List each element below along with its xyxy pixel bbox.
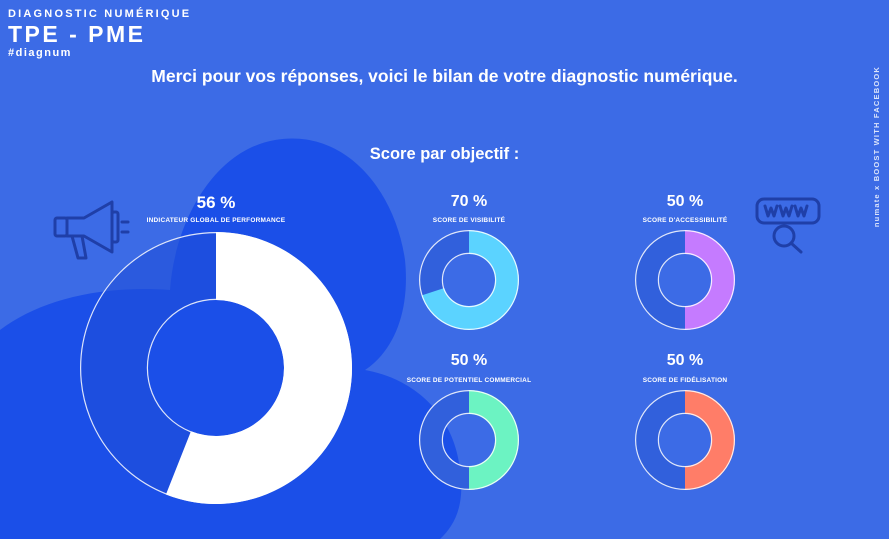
visibilite-caption: SCORE DE VISIBILITÉ — [432, 217, 506, 224]
accessibilite-outer-outline — [634, 229, 736, 331]
potentiel-outer-outline — [418, 389, 520, 491]
accessibilite-caption: SCORE D'ACCESSIBILITÉ — [642, 217, 728, 224]
intro-text: Merci pour vos réponses, voici le bilan … — [151, 66, 738, 86]
brand-kicker: DIAGNOSTIC NUMÉRIQUE — [8, 8, 192, 20]
score-subheading: Score par objectif : — [369, 145, 520, 163]
global-inner-outline — [146, 298, 286, 438]
global-percent: 56 % — [196, 193, 236, 212]
megaphone-icon — [53, 200, 130, 260]
fidelisation-caption: SCORE DE FIDÉLISATION — [642, 377, 728, 384]
potentiel-percent: 50 % — [450, 352, 488, 369]
potentiel-inner-outline — [441, 412, 497, 468]
fidelisation-inner-outline — [657, 412, 713, 468]
potentiel-donut — [418, 389, 520, 491]
visibilite-value-slice — [421, 230, 519, 330]
side-credit: numate x BOOST WITH FACEBOOK — [872, 66, 881, 228]
global-outer-outline — [80, 232, 352, 504]
fidelisation-percent: 50 % — [666, 352, 704, 369]
global-caption: INDICATEUR GLOBAL DE PERFORMANCE — [146, 217, 286, 224]
brand-hashtag: #diagnum — [8, 47, 72, 59]
visibilite-outer-outline — [418, 229, 520, 331]
visibilite-percent: 70 % — [450, 193, 488, 210]
fidelisation-outer-outline — [634, 389, 736, 491]
brand-title: TPE - PME — [8, 21, 146, 47]
accessibilite-value-slice — [685, 230, 735, 330]
global-donut — [80, 232, 352, 504]
accessibilite-inner-outline — [657, 252, 713, 308]
fidelisation-value-slice — [685, 390, 735, 490]
accessibilite-donut — [634, 229, 736, 331]
www-search-icon — [755, 197, 821, 254]
fidelisation-donut — [634, 389, 736, 491]
visibilite-inner-outline — [441, 252, 497, 308]
visibilite-donut — [418, 229, 520, 331]
potentiel-value-slice — [469, 390, 519, 490]
potentiel-caption: SCORE DE POTENTIEL COMMERCIAL — [406, 377, 532, 384]
brand-header: DIAGNOSTIC NUMÉRIQUE TPE - PME #diagnum — [8, 8, 191, 59]
accessibilite-percent: 50 % — [666, 193, 704, 210]
